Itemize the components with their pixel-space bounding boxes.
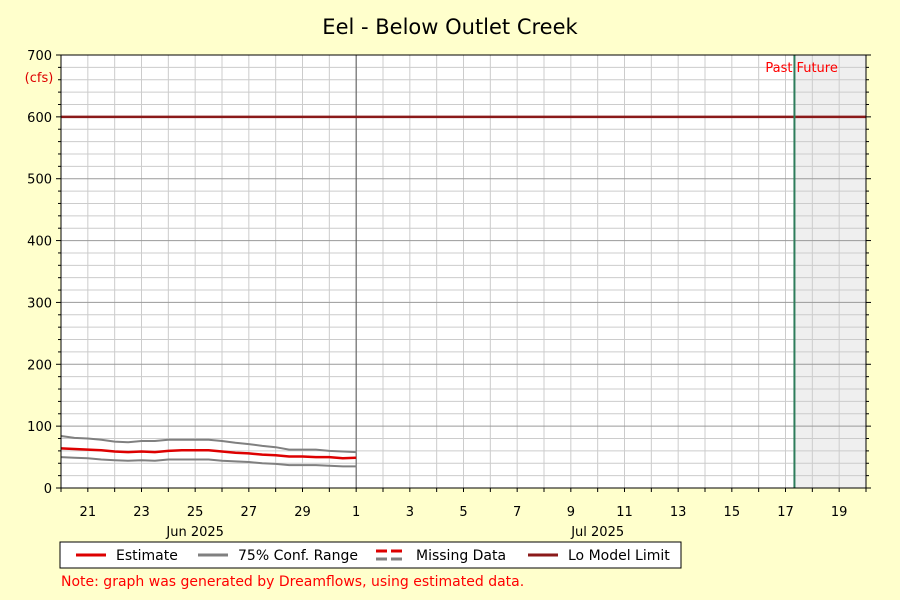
y-tick-label: 100 (27, 420, 52, 435)
x-tick-label: 7 (513, 505, 521, 520)
conf-range-lower-line (60, 456, 357, 468)
y-tick-label: 200 (27, 358, 52, 373)
legend-label-estimate: Estimate (116, 548, 178, 564)
past-label: Past (765, 61, 792, 76)
x-tick-label: 1 (352, 505, 360, 520)
x-tick-label: 15 (724, 505, 741, 520)
y-tick-label: 300 (27, 296, 52, 311)
x-tick-label: 21 (80, 505, 97, 520)
y-tick-label: 600 (27, 111, 52, 126)
x-tick-label: 25 (187, 505, 204, 520)
legend-label-conf-range: 75% Conf. Range (238, 548, 358, 564)
future-label: Future (796, 61, 837, 76)
x-month-label: Jul 2025 (570, 525, 624, 540)
y-tick-label: 400 (27, 235, 52, 250)
y-tick-label: 0 (44, 482, 52, 497)
x-tick-label: 23 (133, 505, 150, 520)
y-tick-label: 500 (27, 173, 52, 188)
conf-range-upper-line (60, 435, 357, 454)
x-tick-label: 19 (831, 505, 848, 520)
x-tick-label: 17 (777, 505, 794, 520)
x-month-label: Jun 2025 (165, 525, 224, 540)
legend-label-missing-data: Missing Data (416, 548, 506, 564)
x-tick-label: 3 (406, 505, 414, 520)
chart-title: Eel - Below Outlet Creek (322, 15, 578, 39)
legend-box (59, 541, 682, 569)
minor-gridlines (60, 55, 867, 488)
x-tick-label: 11 (616, 505, 633, 520)
y-axis: 0 100 200 300 400 500 600 700 (27, 49, 871, 497)
estimate-line (60, 447, 357, 460)
legend-label-lo-model-limit: Lo Model Limit (568, 548, 670, 564)
series-group (60, 435, 357, 468)
x-tick-label: 27 (241, 505, 258, 520)
y-tick-label: 700 (27, 49, 52, 64)
future-region (794, 55, 866, 488)
legend: Estimate 75% Conf. Range Missing Data Lo… (59, 541, 682, 569)
x-tick-label: 5 (459, 505, 467, 520)
x-tick-label: 29 (294, 505, 311, 520)
x-tick-label: 13 (670, 505, 687, 520)
x-tick-label: 9 (567, 505, 575, 520)
footnote: Note: graph was generated by Dreamflows,… (61, 574, 524, 590)
y-unit-label: (cfs) (25, 71, 54, 86)
